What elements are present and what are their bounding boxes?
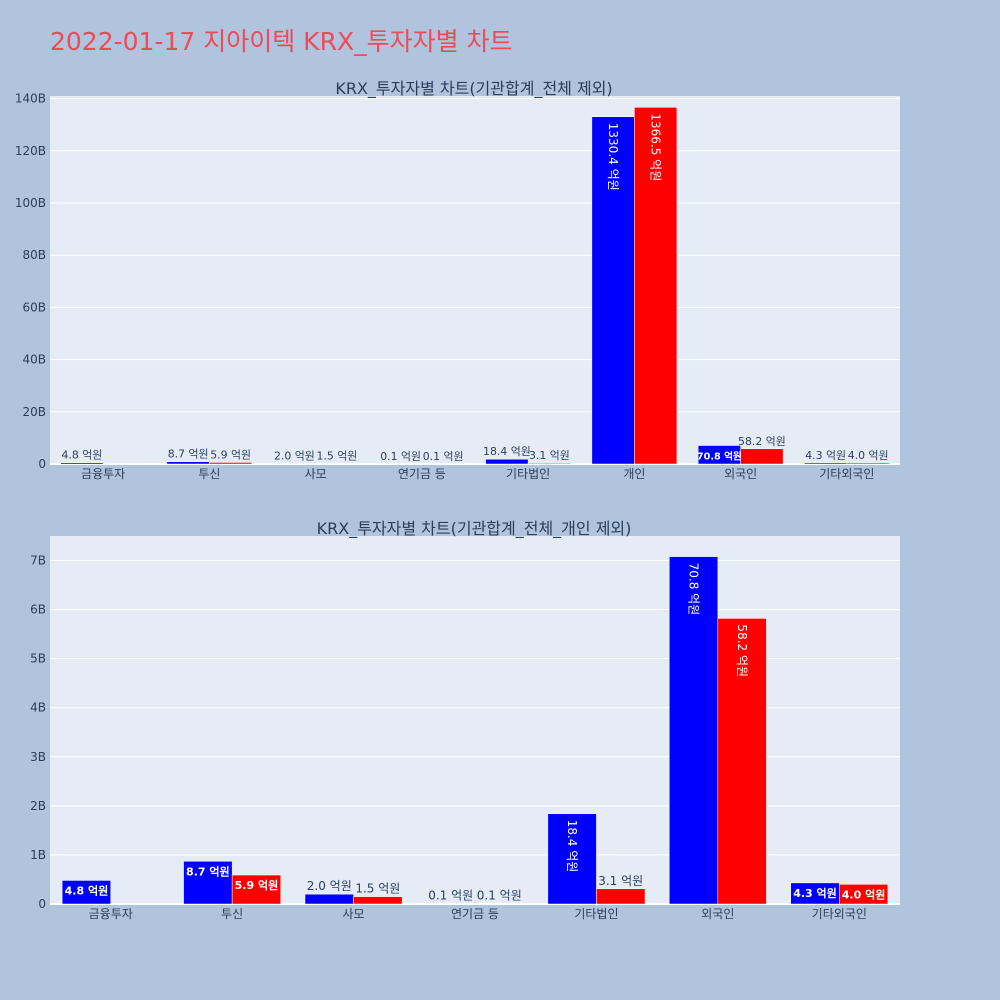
- data-label: 0.1 억원: [423, 450, 464, 463]
- x-tick-label: 개인: [623, 467, 645, 481]
- bar-sell-4: [527, 462, 571, 465]
- x-tick-label: 금융투자: [81, 467, 125, 481]
- x-tick-label: 연기금 등: [398, 467, 446, 481]
- data-label: 58.2 억원: [738, 435, 786, 448]
- y-tick-label: 1B: [30, 848, 46, 862]
- bar-sell-1: [231, 874, 281, 905]
- data-label: 4.8 억원: [61, 449, 102, 462]
- x-tick-label: 외국인: [724, 467, 757, 481]
- data-label: 18.4 억원: [565, 820, 579, 873]
- data-label: 1366.5 억원: [649, 113, 663, 181]
- bar-sell-1: [209, 462, 253, 465]
- bar-buy-5: [591, 116, 635, 465]
- data-label: 0.1 억원: [428, 889, 473, 903]
- y-tick-label: 5B: [30, 652, 46, 666]
- data-label: 4.8 억원: [65, 883, 109, 897]
- bar-buy-0: [61, 880, 111, 905]
- data-label: 70.8 억원: [697, 451, 742, 463]
- y-tick-label: 2B: [30, 799, 46, 813]
- y-tick-label: 3B: [30, 750, 46, 764]
- data-label: 0.1 억원: [477, 889, 522, 903]
- data-label: 4.0 억원: [848, 449, 889, 462]
- bar-buy-4: [547, 813, 597, 905]
- x-tick-label: 투신: [198, 467, 220, 481]
- bar-buy-1: [183, 861, 233, 905]
- data-label: 5.9 억원: [235, 878, 279, 892]
- x-tick-label: 금융투자: [89, 907, 133, 921]
- data-label: 3.1 억원: [598, 874, 643, 888]
- page-title: 2022-01-17 지아이텍 KRX_투자자별 차트: [50, 27, 513, 56]
- data-label: 8.7 억원: [168, 448, 209, 461]
- bar-sell-6: [740, 448, 784, 465]
- x-tick-label: 연기금 등: [451, 907, 499, 921]
- data-label: 3.1 억원: [529, 449, 570, 462]
- data-label: 18.4 억원: [483, 445, 531, 458]
- y-tick-label: 120B: [15, 144, 46, 158]
- bar-sell-5: [717, 618, 767, 905]
- y-tick-label: 20B: [22, 405, 46, 419]
- data-label: 2.0 억원: [274, 449, 315, 462]
- plot-area: [50, 96, 900, 464]
- data-label: 2.0 억원: [307, 879, 352, 893]
- x-tick-label: 사모: [305, 467, 327, 481]
- y-tick-label: 6B: [30, 603, 46, 617]
- data-label: 4.0 억원: [842, 887, 886, 901]
- bar-buy-0: [60, 462, 104, 465]
- bar-sell-6: [839, 884, 889, 905]
- data-label: 70.8 억원: [687, 563, 701, 616]
- x-tick-label: 기타법인: [574, 907, 618, 921]
- data-label: 4.3 억원: [793, 886, 837, 900]
- plot-area: [50, 536, 900, 904]
- data-label: 4.3 억원: [805, 449, 846, 462]
- data-label: 0.1 억원: [380, 450, 421, 463]
- y-tick-label: 140B: [15, 92, 46, 106]
- bar-sell-4: [596, 888, 646, 905]
- data-label: 1.5 억원: [316, 450, 357, 463]
- y-tick-label: 100B: [15, 196, 46, 210]
- bar-buy-5: [669, 556, 719, 905]
- bar-sell-5: [634, 107, 678, 465]
- y-tick-label: 4B: [30, 701, 46, 715]
- y-tick-label: 80B: [22, 248, 46, 262]
- y-tick-label: 0: [38, 897, 46, 911]
- y-tick-label: 60B: [22, 300, 46, 314]
- data-label: 1330.4 억원: [606, 123, 620, 191]
- x-tick-label: 사모: [343, 907, 365, 921]
- bar-buy-2: [304, 893, 354, 905]
- y-tick-label: 0: [38, 457, 46, 471]
- data-label: 5.9 억원: [210, 448, 251, 461]
- x-tick-label: 기타법인: [506, 467, 550, 481]
- chart-title: KRX_투자자별 차트(기관합계_전체 제외): [335, 79, 612, 99]
- bar-sell-7: [846, 462, 890, 465]
- x-tick-label: 외국인: [701, 907, 734, 921]
- chart-title: KRX_투자자별 차트(기관합계_전체_개인 제외): [317, 519, 632, 539]
- bar-buy-4: [485, 458, 529, 465]
- data-label: 58.2 억원: [735, 624, 749, 677]
- data-label: 1.5 억원: [355, 882, 400, 896]
- x-tick-label: 기타외국인: [819, 467, 874, 481]
- y-tick-label: 40B: [22, 353, 46, 367]
- x-tick-label: 기타외국인: [812, 907, 867, 921]
- x-tick-label: 투신: [221, 907, 243, 921]
- bar-sell-2: [353, 896, 403, 905]
- y-tick-label: 7B: [30, 554, 46, 568]
- data-label: 8.7 억원: [186, 864, 230, 878]
